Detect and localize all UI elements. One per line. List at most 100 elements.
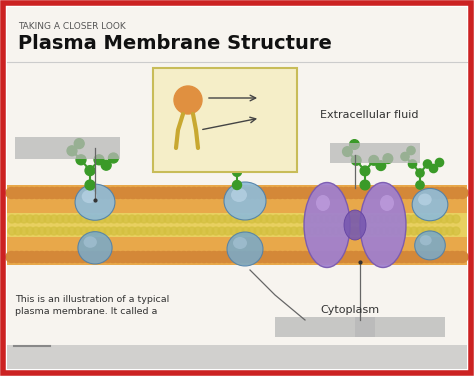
Circle shape bbox=[254, 156, 263, 165]
Text: Extracellular fluid: Extracellular fluid bbox=[320, 110, 419, 120]
Circle shape bbox=[138, 252, 149, 262]
Circle shape bbox=[247, 162, 256, 171]
Circle shape bbox=[232, 180, 242, 190]
Circle shape bbox=[351, 156, 361, 165]
Circle shape bbox=[249, 188, 260, 199]
Circle shape bbox=[56, 215, 64, 223]
Circle shape bbox=[242, 227, 250, 235]
Circle shape bbox=[38, 227, 46, 235]
Circle shape bbox=[244, 188, 255, 199]
Circle shape bbox=[212, 227, 220, 235]
Circle shape bbox=[278, 215, 286, 223]
Circle shape bbox=[436, 158, 444, 167]
Circle shape bbox=[254, 227, 262, 235]
Circle shape bbox=[386, 252, 397, 262]
Circle shape bbox=[194, 227, 202, 235]
Circle shape bbox=[31, 252, 42, 262]
Circle shape bbox=[340, 188, 351, 199]
Circle shape bbox=[338, 227, 346, 235]
FancyBboxPatch shape bbox=[153, 68, 297, 172]
Circle shape bbox=[68, 227, 76, 235]
Circle shape bbox=[164, 227, 172, 235]
Circle shape bbox=[38, 215, 46, 223]
Circle shape bbox=[406, 252, 417, 262]
Circle shape bbox=[118, 188, 128, 199]
FancyBboxPatch shape bbox=[330, 143, 420, 163]
Ellipse shape bbox=[75, 184, 115, 220]
Circle shape bbox=[216, 149, 225, 158]
Circle shape bbox=[86, 227, 94, 235]
Circle shape bbox=[369, 156, 379, 165]
Circle shape bbox=[214, 188, 225, 199]
Circle shape bbox=[290, 215, 298, 223]
Circle shape bbox=[209, 252, 219, 262]
Circle shape bbox=[6, 188, 17, 199]
Circle shape bbox=[168, 188, 179, 199]
Circle shape bbox=[392, 227, 400, 235]
Circle shape bbox=[314, 227, 322, 235]
Ellipse shape bbox=[418, 194, 432, 205]
Circle shape bbox=[422, 215, 430, 223]
Ellipse shape bbox=[360, 182, 406, 267]
Circle shape bbox=[134, 227, 142, 235]
Circle shape bbox=[391, 252, 402, 262]
Circle shape bbox=[170, 215, 178, 223]
Ellipse shape bbox=[227, 232, 263, 266]
Circle shape bbox=[199, 188, 210, 199]
Circle shape bbox=[170, 227, 178, 235]
Circle shape bbox=[44, 215, 52, 223]
Circle shape bbox=[351, 252, 362, 262]
Circle shape bbox=[350, 227, 358, 235]
Circle shape bbox=[104, 227, 112, 235]
Circle shape bbox=[332, 227, 340, 235]
Circle shape bbox=[57, 188, 68, 199]
Circle shape bbox=[87, 252, 98, 262]
Circle shape bbox=[427, 252, 438, 262]
Circle shape bbox=[457, 188, 468, 199]
Circle shape bbox=[224, 227, 232, 235]
Circle shape bbox=[41, 188, 53, 199]
Circle shape bbox=[234, 252, 245, 262]
Circle shape bbox=[164, 215, 172, 223]
Circle shape bbox=[20, 227, 28, 235]
Circle shape bbox=[218, 215, 226, 223]
Circle shape bbox=[116, 215, 124, 223]
Circle shape bbox=[109, 153, 118, 163]
Circle shape bbox=[428, 227, 436, 235]
Circle shape bbox=[295, 188, 306, 199]
Circle shape bbox=[398, 227, 406, 235]
Circle shape bbox=[376, 252, 387, 262]
Circle shape bbox=[52, 252, 63, 262]
Circle shape bbox=[224, 215, 232, 223]
Circle shape bbox=[230, 215, 238, 223]
Circle shape bbox=[446, 215, 454, 223]
Circle shape bbox=[163, 252, 174, 262]
Circle shape bbox=[315, 252, 326, 262]
Circle shape bbox=[193, 252, 204, 262]
Circle shape bbox=[158, 252, 169, 262]
Circle shape bbox=[209, 188, 219, 199]
Circle shape bbox=[140, 227, 148, 235]
Circle shape bbox=[429, 164, 438, 173]
Circle shape bbox=[374, 215, 382, 223]
Circle shape bbox=[360, 166, 370, 176]
Circle shape bbox=[101, 160, 111, 170]
Circle shape bbox=[386, 215, 394, 223]
Circle shape bbox=[74, 227, 82, 235]
Circle shape bbox=[356, 252, 366, 262]
Circle shape bbox=[128, 252, 138, 262]
Circle shape bbox=[249, 252, 260, 262]
Circle shape bbox=[260, 215, 268, 223]
Circle shape bbox=[330, 188, 341, 199]
Circle shape bbox=[410, 215, 418, 223]
Circle shape bbox=[163, 188, 174, 199]
Circle shape bbox=[398, 215, 406, 223]
Circle shape bbox=[361, 188, 372, 199]
Circle shape bbox=[102, 252, 113, 262]
Circle shape bbox=[440, 215, 448, 223]
Circle shape bbox=[204, 252, 215, 262]
Circle shape bbox=[409, 160, 417, 168]
Circle shape bbox=[118, 252, 128, 262]
Circle shape bbox=[224, 252, 235, 262]
Circle shape bbox=[416, 188, 428, 199]
